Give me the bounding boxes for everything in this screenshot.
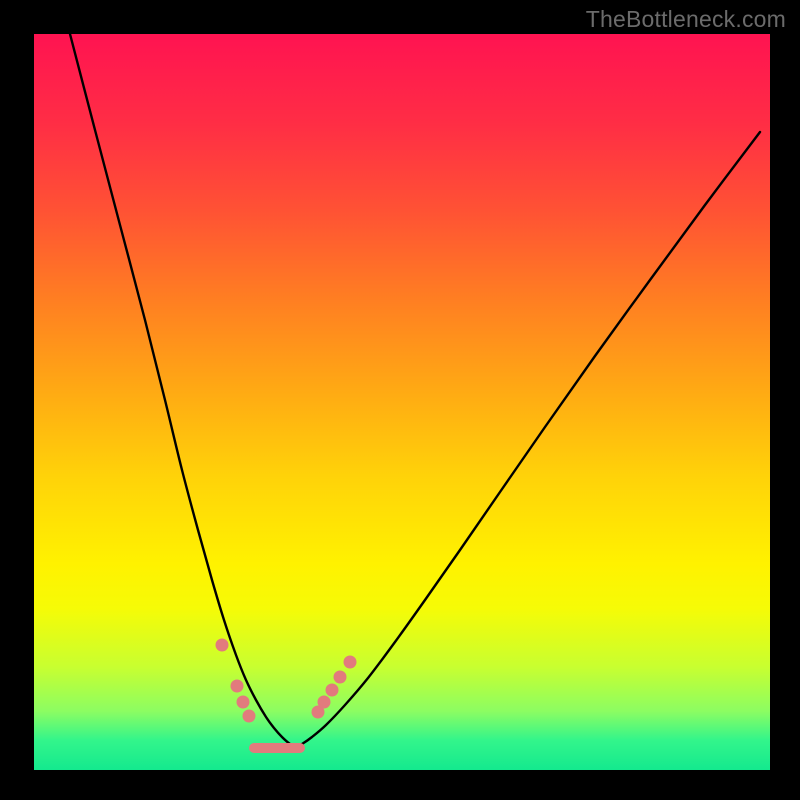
data-point [231,680,244,693]
data-point [326,684,339,697]
chart-container: TheBottleneck.com [0,0,800,800]
data-point [318,696,331,709]
curve-right-branch [296,132,760,747]
data-point [237,696,250,709]
data-point [216,639,229,652]
curve-left-branch [70,34,296,747]
watermark-text: TheBottleneck.com [586,6,786,33]
chart-overlay-svg [0,0,800,800]
data-point [334,671,347,684]
data-point [344,656,357,669]
data-point [243,710,256,723]
